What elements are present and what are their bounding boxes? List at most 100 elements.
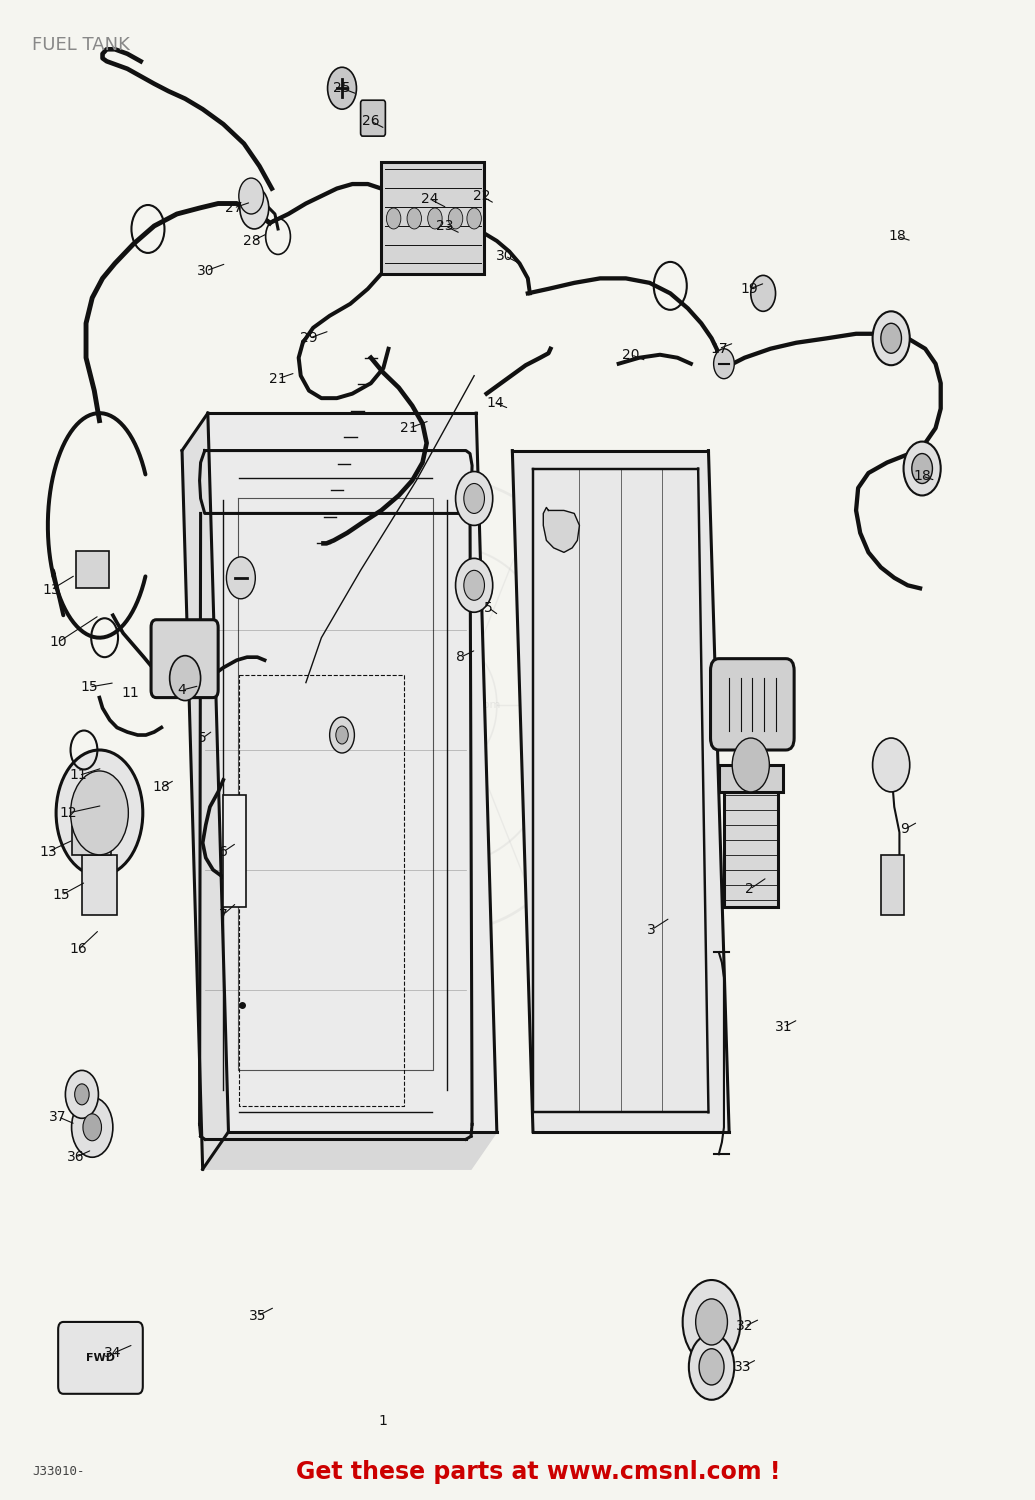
Text: 35: 35 [248,1310,266,1323]
Text: www.cmsnl.com: www.cmsnl.com [411,700,501,709]
Text: 30: 30 [197,264,214,278]
Circle shape [239,178,264,214]
Polygon shape [203,1132,497,1168]
Text: 16: 16 [70,942,88,956]
Polygon shape [543,507,580,552]
Circle shape [696,1299,728,1346]
Circle shape [464,483,484,513]
Circle shape [327,68,356,110]
Text: 22: 22 [473,189,491,202]
Text: 26: 26 [362,114,380,128]
Text: 25: 25 [333,81,351,94]
Text: 12: 12 [60,806,78,820]
Text: Get these parts at www.cmsnl.com !: Get these parts at www.cmsnl.com ! [296,1460,780,1484]
Circle shape [713,348,734,378]
Circle shape [881,324,901,352]
Circle shape [873,738,910,792]
Text: 31: 31 [775,1020,793,1034]
Bar [76,550,109,588]
Text: 9: 9 [900,822,909,837]
Text: 32: 32 [736,1320,753,1334]
Circle shape [683,1280,740,1364]
Circle shape [170,656,201,700]
Text: 19: 19 [741,282,759,296]
Text: 15: 15 [53,888,70,902]
Text: 21: 21 [401,422,418,435]
Bar [224,795,246,907]
Polygon shape [512,450,729,1132]
Text: 33: 33 [734,1360,751,1374]
Circle shape [65,1071,98,1119]
Circle shape [83,1114,101,1142]
Circle shape [467,209,481,230]
Text: 6: 6 [218,844,228,859]
Text: 3: 3 [647,922,656,936]
Text: 29: 29 [300,332,318,345]
Circle shape [464,570,484,600]
Circle shape [240,188,269,230]
Text: 30: 30 [497,249,513,262]
Circle shape [732,738,769,792]
Text: 5: 5 [199,730,207,746]
Text: 36: 36 [67,1150,85,1164]
Circle shape [427,209,442,230]
Text: FWD: FWD [86,1353,115,1364]
Text: 5: 5 [484,602,493,615]
Circle shape [455,558,493,612]
FancyBboxPatch shape [710,658,794,750]
Text: 4: 4 [178,682,186,698]
Circle shape [873,312,910,364]
Text: 24: 24 [421,192,439,206]
Text: 13: 13 [42,584,60,597]
Text: 34: 34 [105,1347,122,1360]
Circle shape [689,1334,734,1400]
Bar [718,765,782,792]
Circle shape [699,1348,724,1384]
Bar [381,162,484,274]
Text: 18: 18 [913,470,932,483]
Text: 27: 27 [225,201,242,214]
Text: J33010-: J33010- [32,1466,85,1478]
Text: 18: 18 [888,230,907,243]
Circle shape [70,771,128,855]
Bar [71,822,111,855]
Bar [881,855,904,915]
Circle shape [904,441,941,495]
Circle shape [56,750,143,876]
Text: 2: 2 [745,882,755,896]
Text: 17: 17 [710,342,728,355]
Text: 13: 13 [39,844,57,859]
Text: 7: 7 [219,908,228,921]
Text: 1: 1 [379,1414,388,1428]
Text: 10: 10 [50,634,67,650]
Circle shape [455,471,493,525]
Text: 14: 14 [486,396,504,410]
Circle shape [448,209,463,230]
Circle shape [75,1084,89,1106]
Circle shape [407,209,421,230]
Circle shape [71,1098,113,1156]
Text: FUEL TANK: FUEL TANK [32,36,130,54]
Text: 11: 11 [121,686,140,700]
Circle shape [335,726,348,744]
Circle shape [227,556,256,598]
Circle shape [912,453,933,483]
Text: 8: 8 [456,650,465,664]
Polygon shape [208,413,497,1132]
FancyBboxPatch shape [58,1322,143,1394]
Text: 18: 18 [152,780,171,795]
Text: 21: 21 [269,372,287,386]
Circle shape [386,209,401,230]
Circle shape [329,717,354,753]
Text: 20: 20 [622,348,640,361]
Text: 37: 37 [50,1110,67,1124]
Text: 15: 15 [81,680,98,694]
FancyBboxPatch shape [151,620,218,698]
Bar [82,855,117,915]
FancyBboxPatch shape [360,100,385,136]
Text: 23: 23 [437,219,454,232]
Circle shape [750,276,775,312]
Bar [723,788,777,908]
Text: 28: 28 [243,234,261,248]
Polygon shape [182,413,229,1168]
